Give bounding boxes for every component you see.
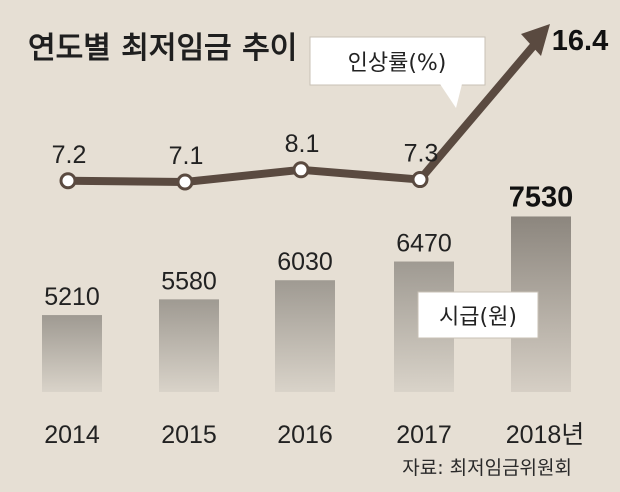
bar-value-label: 6470 bbox=[396, 230, 452, 258]
rate-value-label: 8.1 bbox=[285, 130, 320, 158]
source-note: 자료: 최저임금위원회 bbox=[402, 457, 572, 479]
wage-legend-box: 시급(원) bbox=[417, 291, 539, 339]
rate-legend-label: 인상률(%) bbox=[348, 51, 447, 76]
rate-point bbox=[411, 171, 429, 189]
rate-point bbox=[176, 173, 194, 191]
bar-value-label: 5210 bbox=[44, 283, 100, 311]
bar-2014 bbox=[42, 315, 102, 392]
x-tick-label: 2016 bbox=[277, 421, 333, 449]
bar-value-label: 7530 bbox=[509, 181, 574, 213]
rate-value-label: 7.1 bbox=[169, 142, 204, 170]
rate-point bbox=[59, 172, 77, 190]
bar-value-label: 6030 bbox=[277, 248, 333, 276]
rate-value-label: 7.3 bbox=[404, 140, 439, 168]
bar-value-label: 5580 bbox=[161, 267, 217, 295]
wage-legend-label: 시급(원) bbox=[439, 305, 517, 330]
rate-legend-box: 인상률(%) bbox=[309, 36, 486, 108]
bar-2016 bbox=[275, 280, 335, 392]
rate-point bbox=[292, 161, 310, 179]
x-tick-label: 2018년 bbox=[506, 421, 585, 449]
x-tick-label: 2015 bbox=[161, 421, 217, 449]
rate-value-label: 7.2 bbox=[52, 141, 87, 169]
rate-arrowhead bbox=[521, 24, 550, 56]
bar-2015 bbox=[159, 299, 219, 392]
chart-title: 연도별 최저임금 추이 bbox=[28, 31, 297, 66]
x-tick-label: 2017 bbox=[396, 421, 452, 449]
x-tick-label: 2014 bbox=[44, 421, 100, 449]
rate-value-label-last: 16.4 bbox=[552, 25, 608, 57]
